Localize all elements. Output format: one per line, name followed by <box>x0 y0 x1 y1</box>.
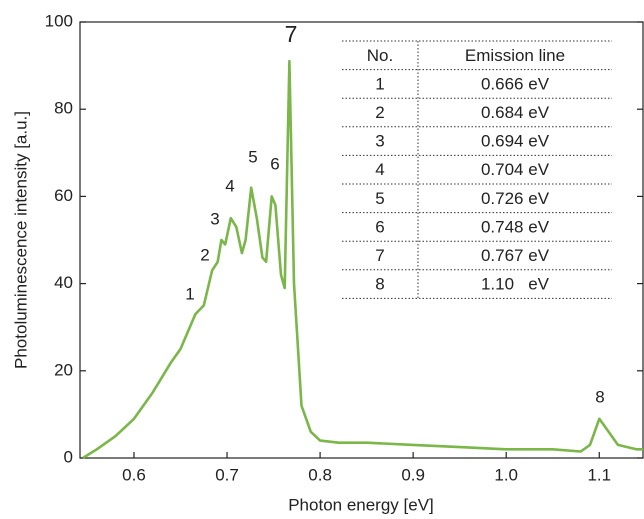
peak-label: 8 <box>595 387 604 406</box>
table-cell: 4 <box>375 160 384 179</box>
peak-label: 5 <box>248 147 257 166</box>
peak-label: 2 <box>200 245 209 264</box>
y-axis-label: Photoluminescence intensity [a.u.] <box>11 111 30 369</box>
table-cell: 6 <box>375 217 384 236</box>
spectrum-line <box>82 59 643 460</box>
table-cell: 5 <box>375 189 384 208</box>
peak-label: 7 <box>285 21 298 47</box>
plot-frame <box>79 21 644 459</box>
table-cell: 3 <box>375 132 384 151</box>
table-cell: 0.694 eV <box>481 132 550 151</box>
peak-label: 3 <box>210 209 219 228</box>
peak-label: 4 <box>225 176 234 195</box>
table-cell: 0.666 eV <box>481 74 550 93</box>
y-tick-label: 40 <box>54 273 73 292</box>
x-tick-label: 1.1 <box>587 465 611 484</box>
table-cell: 0.748 eV <box>481 217 550 236</box>
peak-label: 6 <box>270 154 279 173</box>
table-cell: 1.10 eV <box>481 275 550 294</box>
table-cell: 0.767 eV <box>481 246 550 265</box>
y-tick-label: 0 <box>64 447 73 466</box>
table-cell: 0.704 eV <box>481 160 550 179</box>
peak-label: 1 <box>185 284 194 303</box>
table-cell: 1 <box>375 74 384 93</box>
table-cell: 0.684 eV <box>481 103 550 122</box>
y-tick-label: 80 <box>54 99 73 118</box>
table-cell: 0.726 eV <box>481 189 550 208</box>
x-tick-label: 1.0 <box>494 465 518 484</box>
y-tick-label: 100 <box>45 11 73 30</box>
y-tick-label: 60 <box>54 186 73 205</box>
x-axis-label: Photon energy [eV] <box>288 495 434 514</box>
x-tick-label: 0.6 <box>122 465 146 484</box>
table-cell: 7 <box>375 246 384 265</box>
table-cell: 2 <box>375 103 384 122</box>
table-header: Emission line <box>465 46 565 65</box>
y-tick-label: 20 <box>54 360 73 379</box>
x-tick-label: 0.8 <box>308 465 332 484</box>
table-header: No. <box>367 46 393 65</box>
table-cell: 8 <box>375 275 384 294</box>
x-tick-label: 0.7 <box>215 465 239 484</box>
x-tick-label: 0.9 <box>401 465 425 484</box>
